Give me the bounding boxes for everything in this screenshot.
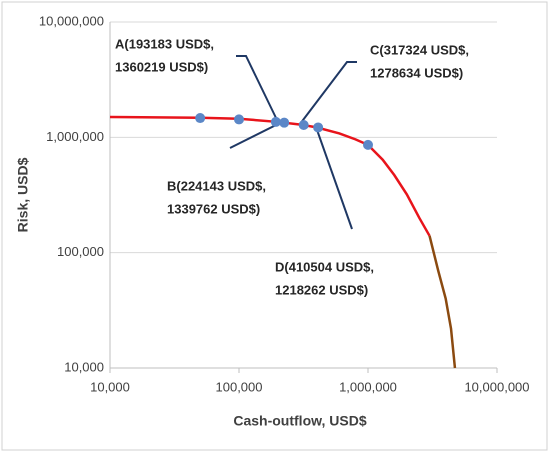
leader-line (229, 121, 283, 149)
y-axis-title: Risk, USD$ (15, 157, 31, 232)
x-tick-label: 10,000,000 (464, 379, 529, 394)
point (298, 120, 309, 131)
leader-lines (229, 55, 357, 230)
y-tick-label: 10,000 (64, 359, 104, 374)
annotation: 1360219 USD$) (115, 59, 208, 74)
x-tick-label: 1,000,000 (339, 379, 397, 394)
x-tick-label: 10,000 (90, 379, 130, 394)
curve (428, 235, 457, 369)
y-tick-label: 1,000,000 (46, 129, 104, 144)
point (270, 116, 281, 127)
point (195, 113, 206, 124)
annotation: 1218262 USD$) (275, 282, 368, 297)
leader-line (236, 55, 279, 123)
annotation: 1339762 USD$) (167, 201, 260, 216)
y-tick-label: 10,000,000 (39, 13, 104, 28)
annotation: C(317324 USD$, (370, 42, 469, 57)
annotation: A(193183 USD$, (115, 36, 214, 51)
point (363, 139, 373, 150)
x-tick-label: 100,000 (216, 379, 263, 394)
leader-line (315, 126, 353, 230)
curve (109, 115, 431, 237)
annotation: 1278634 USD$) (370, 65, 463, 80)
point (279, 117, 290, 128)
leader-line (299, 61, 357, 125)
x-axis-title: Cash-outflow, USD$ (233, 413, 366, 429)
y-tick-label: 100,000 (57, 244, 104, 259)
point (313, 122, 324, 133)
point (234, 114, 244, 125)
annotation: B(224143 USD$, (167, 178, 266, 193)
annotation: D(410504 USD$, (275, 259, 374, 274)
